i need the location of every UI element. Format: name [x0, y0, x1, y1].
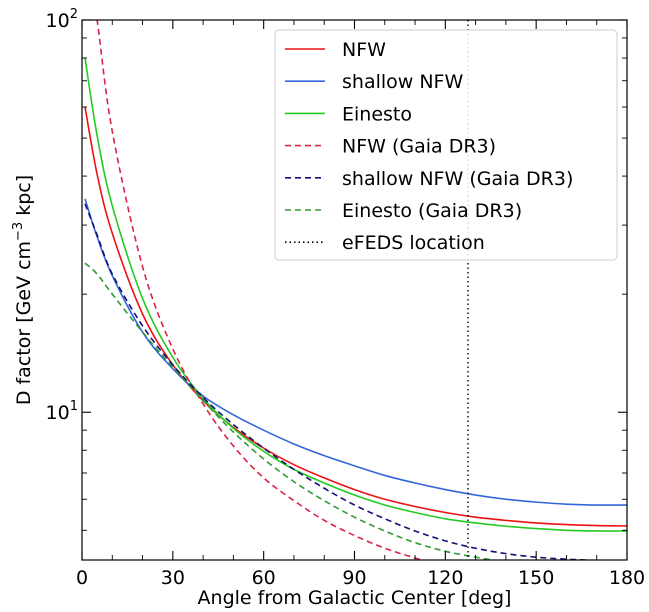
x-tick-label: 30	[161, 567, 185, 589]
legend-label: Einesto (Gaia DR3)	[342, 200, 522, 222]
x-tick-label: 60	[252, 567, 276, 589]
legend-label: NFW	[342, 39, 386, 61]
legend-label: eFEDS location	[342, 232, 485, 254]
x-tick-label: 180	[609, 567, 645, 589]
x-axis-label: Angle from Galactic Center [deg]	[198, 587, 512, 609]
y-axis-label: D factor [GeV cm−3 kpc]	[11, 175, 35, 405]
legend-label: Einesto	[342, 103, 412, 125]
y-axis-label-tail: kpc]	[13, 175, 35, 222]
y-axis-label-main: D factor [GeV cm	[13, 241, 35, 405]
legend-label: NFW (Gaia DR3)	[342, 136, 496, 158]
x-tick-label: 150	[518, 567, 554, 589]
x-tick-label: 120	[427, 567, 463, 589]
legend-label: shallow NFW (Gaia DR3)	[342, 168, 573, 190]
y-axis-label-sup: −3	[11, 222, 26, 241]
legend: NFW shallow NFW Einesto NFW (Gaia DR3) shall…	[275, 30, 617, 260]
x-tick-label: 0	[76, 567, 88, 589]
legend-label: shallow NFW	[342, 71, 463, 93]
x-tick-label: 90	[342, 567, 366, 589]
